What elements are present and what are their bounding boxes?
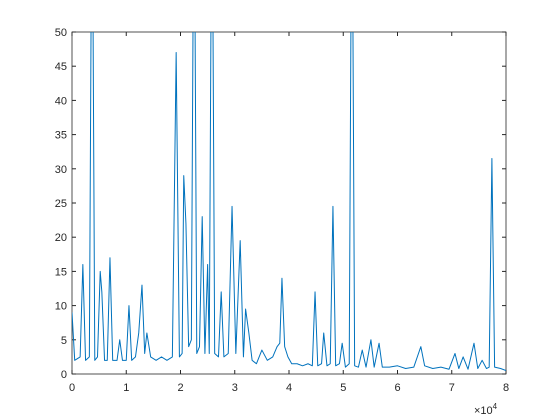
axes-box [71, 31, 507, 375]
y-tick-label: 10 [55, 301, 67, 313]
x-multiplier: ×104 [474, 402, 498, 417]
y-tick-label: 35 [55, 130, 67, 142]
x-multiplier-base: ×10 [474, 405, 493, 417]
y-tick-label: 15 [55, 266, 67, 278]
plot-area [72, 32, 506, 372]
x-tick-label: 7 [449, 382, 455, 394]
y-tick-label: 50 [55, 27, 67, 39]
y-tick-label: 40 [55, 95, 67, 107]
x-tick-label: 1 [123, 382, 129, 394]
x-tick-label: 2 [177, 382, 183, 394]
y-tick-label: 20 [55, 232, 67, 244]
x-tick-label: 3 [232, 382, 238, 394]
y-tick-label: 30 [55, 164, 67, 176]
y-tick-label: 45 [55, 61, 67, 73]
x-tick-label: 6 [394, 382, 400, 394]
y-tick-label: 25 [55, 198, 67, 210]
y-tick-label: 5 [61, 335, 67, 347]
y-tick-label: 0 [61, 369, 67, 381]
x-tick-label: 0 [69, 382, 75, 394]
x-tick-label: 5 [340, 382, 346, 394]
x-tick-label: 8 [503, 382, 509, 394]
x-multiplier-power: 4 [493, 402, 498, 411]
data-line [72, 32, 506, 372]
x-tick-label: 4 [286, 382, 292, 394]
